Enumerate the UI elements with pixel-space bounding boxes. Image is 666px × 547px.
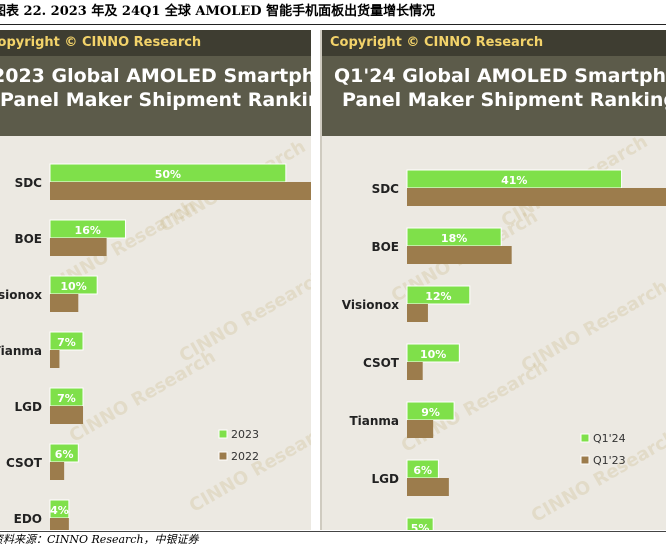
chart-panel-q1-24: Copyright © CINNO Research Q1'24 Global … — [320, 30, 666, 530]
data-label: 4% — [50, 504, 69, 517]
category-label: Tianma — [0, 344, 42, 358]
data-label: 16% — [75, 224, 101, 237]
legend-swatch — [580, 455, 590, 465]
category-label: Tianma — [349, 414, 399, 428]
plot-area: CINNO Research CINNO Research CINNO Rese… — [322, 131, 666, 530]
category-label: BOE — [371, 240, 399, 254]
data-label: 6% — [55, 448, 74, 461]
caption-divider — [0, 24, 666, 25]
data-label: 9% — [421, 406, 440, 419]
legend-label: 2022 — [231, 450, 259, 463]
copyright-label: Copyright © CINNO Research — [322, 30, 666, 56]
bar-Q1'24 — [406, 343, 460, 363]
chart-title-line-1: 2023 Global AMOLED Smartphone — [0, 65, 311, 87]
data-label: 18% — [441, 232, 467, 245]
legend-label: Q1'24 — [593, 432, 626, 445]
bar-2022 — [50, 182, 311, 200]
bar-Q1'23 — [407, 246, 512, 264]
figure-caption: 图表 22. 2023 年及 24Q1 全球 AMOLED 智能手机面板出货量增… — [0, 4, 436, 19]
legend-swatch — [580, 433, 590, 443]
chart-header: Copyright © CINNO Research Q1'24 Global … — [322, 30, 666, 136]
plot-area: CINNO Research CINNO Research CINNO Rese… — [0, 136, 311, 530]
bar-Q1'23 — [407, 478, 449, 496]
chart-header: Copyright © CINNO Research 2023 Global A… — [0, 30, 311, 136]
bar-Q1'24 — [406, 517, 434, 530]
category-label: BOE — [14, 232, 42, 246]
bar-Q1'23 — [407, 420, 434, 438]
data-label: 5% — [411, 522, 430, 530]
legend-swatch — [218, 429, 228, 439]
bar-2022 — [50, 238, 107, 256]
legend-label: Q1'23 — [593, 454, 626, 467]
chart-panel-2023: Copyright © CINNO Research 2023 Global A… — [0, 30, 311, 530]
data-label: 10% — [420, 348, 446, 361]
category-label: CSOT — [363, 356, 400, 370]
copyright-label: Copyright © CINNO Research — [0, 30, 311, 56]
bar-2022 — [50, 462, 65, 480]
category-label: CSOT — [6, 456, 43, 470]
data-label: 41% — [501, 174, 527, 187]
category-label: Visionox — [0, 288, 42, 302]
bar-2022 — [50, 350, 60, 368]
bar-2022 — [50, 406, 84, 424]
chart-title: 2023 Global AMOLED Smartphone Panel Make… — [0, 64, 311, 112]
bar-2023 — [49, 331, 84, 351]
panel-divider — [311, 30, 320, 530]
data-label: 7% — [57, 392, 76, 405]
category-label: LGD — [372, 472, 399, 486]
bar-Q1'24 — [406, 285, 471, 305]
bar-2022 — [50, 294, 79, 312]
bar-Q1'23 — [407, 188, 666, 206]
source-note: 资料来源：CINNO Research，中银证券 — [0, 533, 199, 546]
category-label: LGD — [15, 400, 42, 414]
bar-Q1'23 — [407, 362, 423, 380]
category-label: Visionox — [342, 298, 399, 312]
bar-Q1'23 — [407, 304, 428, 322]
bar-2022 — [50, 518, 69, 530]
source-divider — [0, 531, 666, 532]
category-label: EDO — [14, 512, 42, 526]
data-label: 50% — [155, 168, 181, 181]
chart-title-line-2: Panel Maker Shipment Ranking — [342, 89, 666, 111]
data-label: 10% — [60, 280, 86, 293]
category-label: SDC — [15, 176, 43, 190]
data-label: 12% — [425, 290, 451, 303]
chart-title-line-2: Panel Maker Shipment Ranking — [0, 89, 311, 111]
bar-chart-2023: SDC 50% BOE 16% Visionox 10% Tianma 7% LGD 7% CSOT… — [0, 163, 311, 530]
chart-title-line-1: Q1'24 Global AMOLED Smartphone — [334, 65, 666, 87]
category-label: SDC — [372, 182, 400, 196]
bar-chart-q1-24: SDC 41% BOE 18% Visionox 12% CSOT 10% Tianma 9% LG… — [342, 169, 666, 530]
data-label: 6% — [413, 464, 432, 477]
legend-swatch — [218, 451, 228, 461]
data-label: 7% — [57, 336, 76, 349]
legend-label: 2023 — [231, 428, 259, 441]
chart-title: Q1'24 Global AMOLED Smartphone Panel Mak… — [322, 64, 666, 112]
